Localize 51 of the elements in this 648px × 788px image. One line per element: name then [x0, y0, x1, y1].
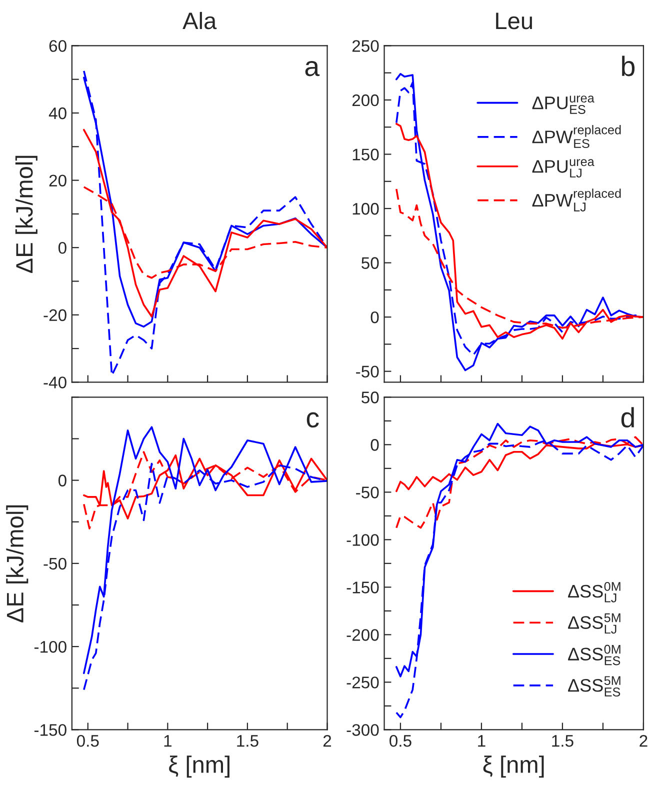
- annotation: b: [622, 56, 635, 76]
- x-tick-label: 1.5: [237, 735, 258, 747]
- chart-title: Leu: [496, 12, 532, 30]
- y-tick-label: 60: [49, 40, 66, 52]
- y-axis-title: ΔE [kJ/mol]: [15, 156, 38, 273]
- y-tick-label: -50: [356, 366, 379, 378]
- annotation: c: [306, 412, 319, 428]
- legend-label: ΔSS$^{5M}$$_{LJ}$: [568, 613, 620, 634]
- legend-label: ΔPW$^{replaced}$$_{ES}$: [532, 125, 621, 148]
- y-tick-label: 150: [352, 148, 379, 160]
- y-tick-label: -250: [346, 676, 379, 688]
- annotation: a: [305, 60, 320, 76]
- y-tick-label: 50: [362, 392, 379, 404]
- y-tick-label: 250: [352, 40, 379, 52]
- y-tick-label: -100: [346, 534, 379, 546]
- legend-label: ΔSS$^{5M}$$_{ES}$: [568, 676, 620, 696]
- annotation: d: [621, 407, 634, 428]
- y-tick-label: -50: [356, 486, 379, 498]
- x-axis-title: ξ [nm]: [169, 756, 230, 778]
- y-tick-label: 0: [370, 311, 379, 324]
- y-axis-title: ΔE [kJ/mol]: [6, 505, 28, 622]
- chart-title: Ala: [182, 12, 217, 30]
- y-tick-label: 200: [352, 94, 379, 106]
- y-tick-label: 20: [49, 174, 66, 186]
- x-tick-label: 0.5: [76, 734, 99, 747]
- legend-label: ΔPU$^{urea}$$_{ES}$: [532, 96, 594, 114]
- y-tick-label: 50: [362, 257, 379, 269]
- x-tick-label: 1: [478, 735, 486, 747]
- y-tick-label: 100: [352, 202, 379, 215]
- x-axis-title: ξ [nm]: [483, 756, 544, 778]
- y-tick-label: -20: [44, 309, 66, 322]
- legend-label: ΔPW$^{replaced}$$_{LJ}$: [532, 188, 621, 212]
- legend-label: ΔSS$^{0M}$$_{LJ}$: [568, 582, 620, 602]
- x-tick-label: 2: [640, 734, 648, 747]
- x-tick-label: 1: [164, 735, 172, 747]
- y-tick-label: -150: [346, 582, 379, 594]
- y-tick-label: -200: [346, 629, 379, 641]
- y-tick-label: 0: [370, 439, 379, 451]
- y-tick-label: 40: [48, 107, 66, 120]
- x-tick-label: 0.5: [390, 734, 412, 747]
- y-tick-label: -50: [44, 558, 66, 570]
- legend-label: ΔSS$^{0M}$$_{ES}$: [568, 644, 620, 666]
- y-tick-label: -150: [34, 724, 66, 736]
- x-tick-label: 2: [323, 734, 332, 747]
- y-tick-label: -300: [346, 724, 379, 736]
- y-tick-label: -40: [44, 376, 66, 388]
- legend-label: ΔPU$^{urea}$$_{LJ}$: [532, 159, 594, 178]
- x-tick-label: 1.5: [552, 735, 574, 747]
- y-tick-label: 0: [58, 242, 66, 254]
- y-tick-label: -100: [34, 640, 66, 653]
- y-tick-label: 0: [58, 474, 66, 486]
